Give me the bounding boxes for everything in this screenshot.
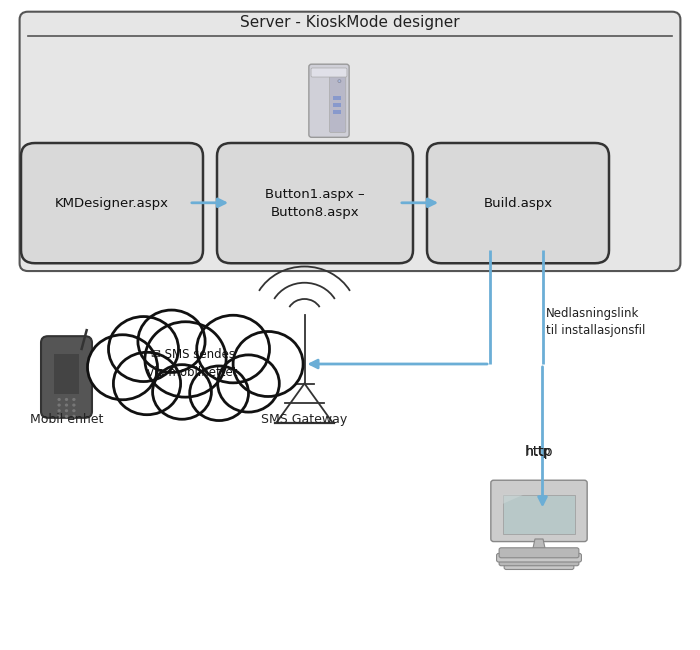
Circle shape xyxy=(218,355,279,412)
Circle shape xyxy=(57,415,61,418)
Bar xyxy=(54,354,79,394)
Circle shape xyxy=(338,80,341,83)
Circle shape xyxy=(88,335,158,400)
Bar xyxy=(503,495,575,534)
FancyBboxPatch shape xyxy=(309,64,349,137)
Circle shape xyxy=(57,409,61,412)
Circle shape xyxy=(65,398,68,401)
FancyBboxPatch shape xyxy=(311,68,347,77)
FancyBboxPatch shape xyxy=(496,553,582,562)
Circle shape xyxy=(72,404,76,407)
Polygon shape xyxy=(533,539,545,549)
Circle shape xyxy=(65,404,68,407)
Text: Mobil enhet: Mobil enhet xyxy=(30,413,103,426)
Circle shape xyxy=(197,315,270,383)
FancyBboxPatch shape xyxy=(21,143,203,263)
FancyBboxPatch shape xyxy=(504,562,574,569)
FancyBboxPatch shape xyxy=(499,558,579,566)
Circle shape xyxy=(145,322,226,397)
FancyBboxPatch shape xyxy=(491,480,587,541)
FancyBboxPatch shape xyxy=(20,12,680,271)
Circle shape xyxy=(113,352,181,415)
FancyBboxPatch shape xyxy=(499,548,579,558)
FancyBboxPatch shape xyxy=(330,69,346,133)
Circle shape xyxy=(72,398,76,401)
Circle shape xyxy=(72,409,76,412)
Text: http: http xyxy=(526,445,552,458)
FancyBboxPatch shape xyxy=(427,143,609,263)
Text: Build.aspx: Build.aspx xyxy=(484,196,552,209)
Circle shape xyxy=(65,415,68,418)
Text: Server - KioskMode designer: Server - KioskMode designer xyxy=(240,15,460,31)
Text: ✉ SMS sendes
via mobilnettet: ✉ SMS sendes via mobilnettet xyxy=(147,348,238,380)
Text: Nedlasningslink
til installasjonsfil: Nedlasningslink til installasjonsfil xyxy=(546,307,645,337)
Circle shape xyxy=(190,366,248,421)
Polygon shape xyxy=(503,495,524,504)
Circle shape xyxy=(233,332,303,396)
FancyBboxPatch shape xyxy=(28,20,672,35)
Text: Button1.aspx –
Button8.aspx: Button1.aspx – Button8.aspx xyxy=(265,188,365,218)
Circle shape xyxy=(65,409,68,412)
Circle shape xyxy=(138,310,205,372)
Circle shape xyxy=(57,404,61,407)
Bar xyxy=(333,96,342,99)
Circle shape xyxy=(108,317,178,382)
Bar xyxy=(333,111,342,114)
FancyBboxPatch shape xyxy=(217,143,413,263)
Text: KMDesigner.aspx: KMDesigner.aspx xyxy=(55,196,169,209)
FancyBboxPatch shape xyxy=(41,336,92,418)
Text: SMS Gateway: SMS Gateway xyxy=(261,413,348,426)
Circle shape xyxy=(57,398,61,401)
Text: http: http xyxy=(525,445,553,459)
Bar xyxy=(333,103,342,107)
Circle shape xyxy=(72,415,76,418)
Circle shape xyxy=(153,365,211,419)
